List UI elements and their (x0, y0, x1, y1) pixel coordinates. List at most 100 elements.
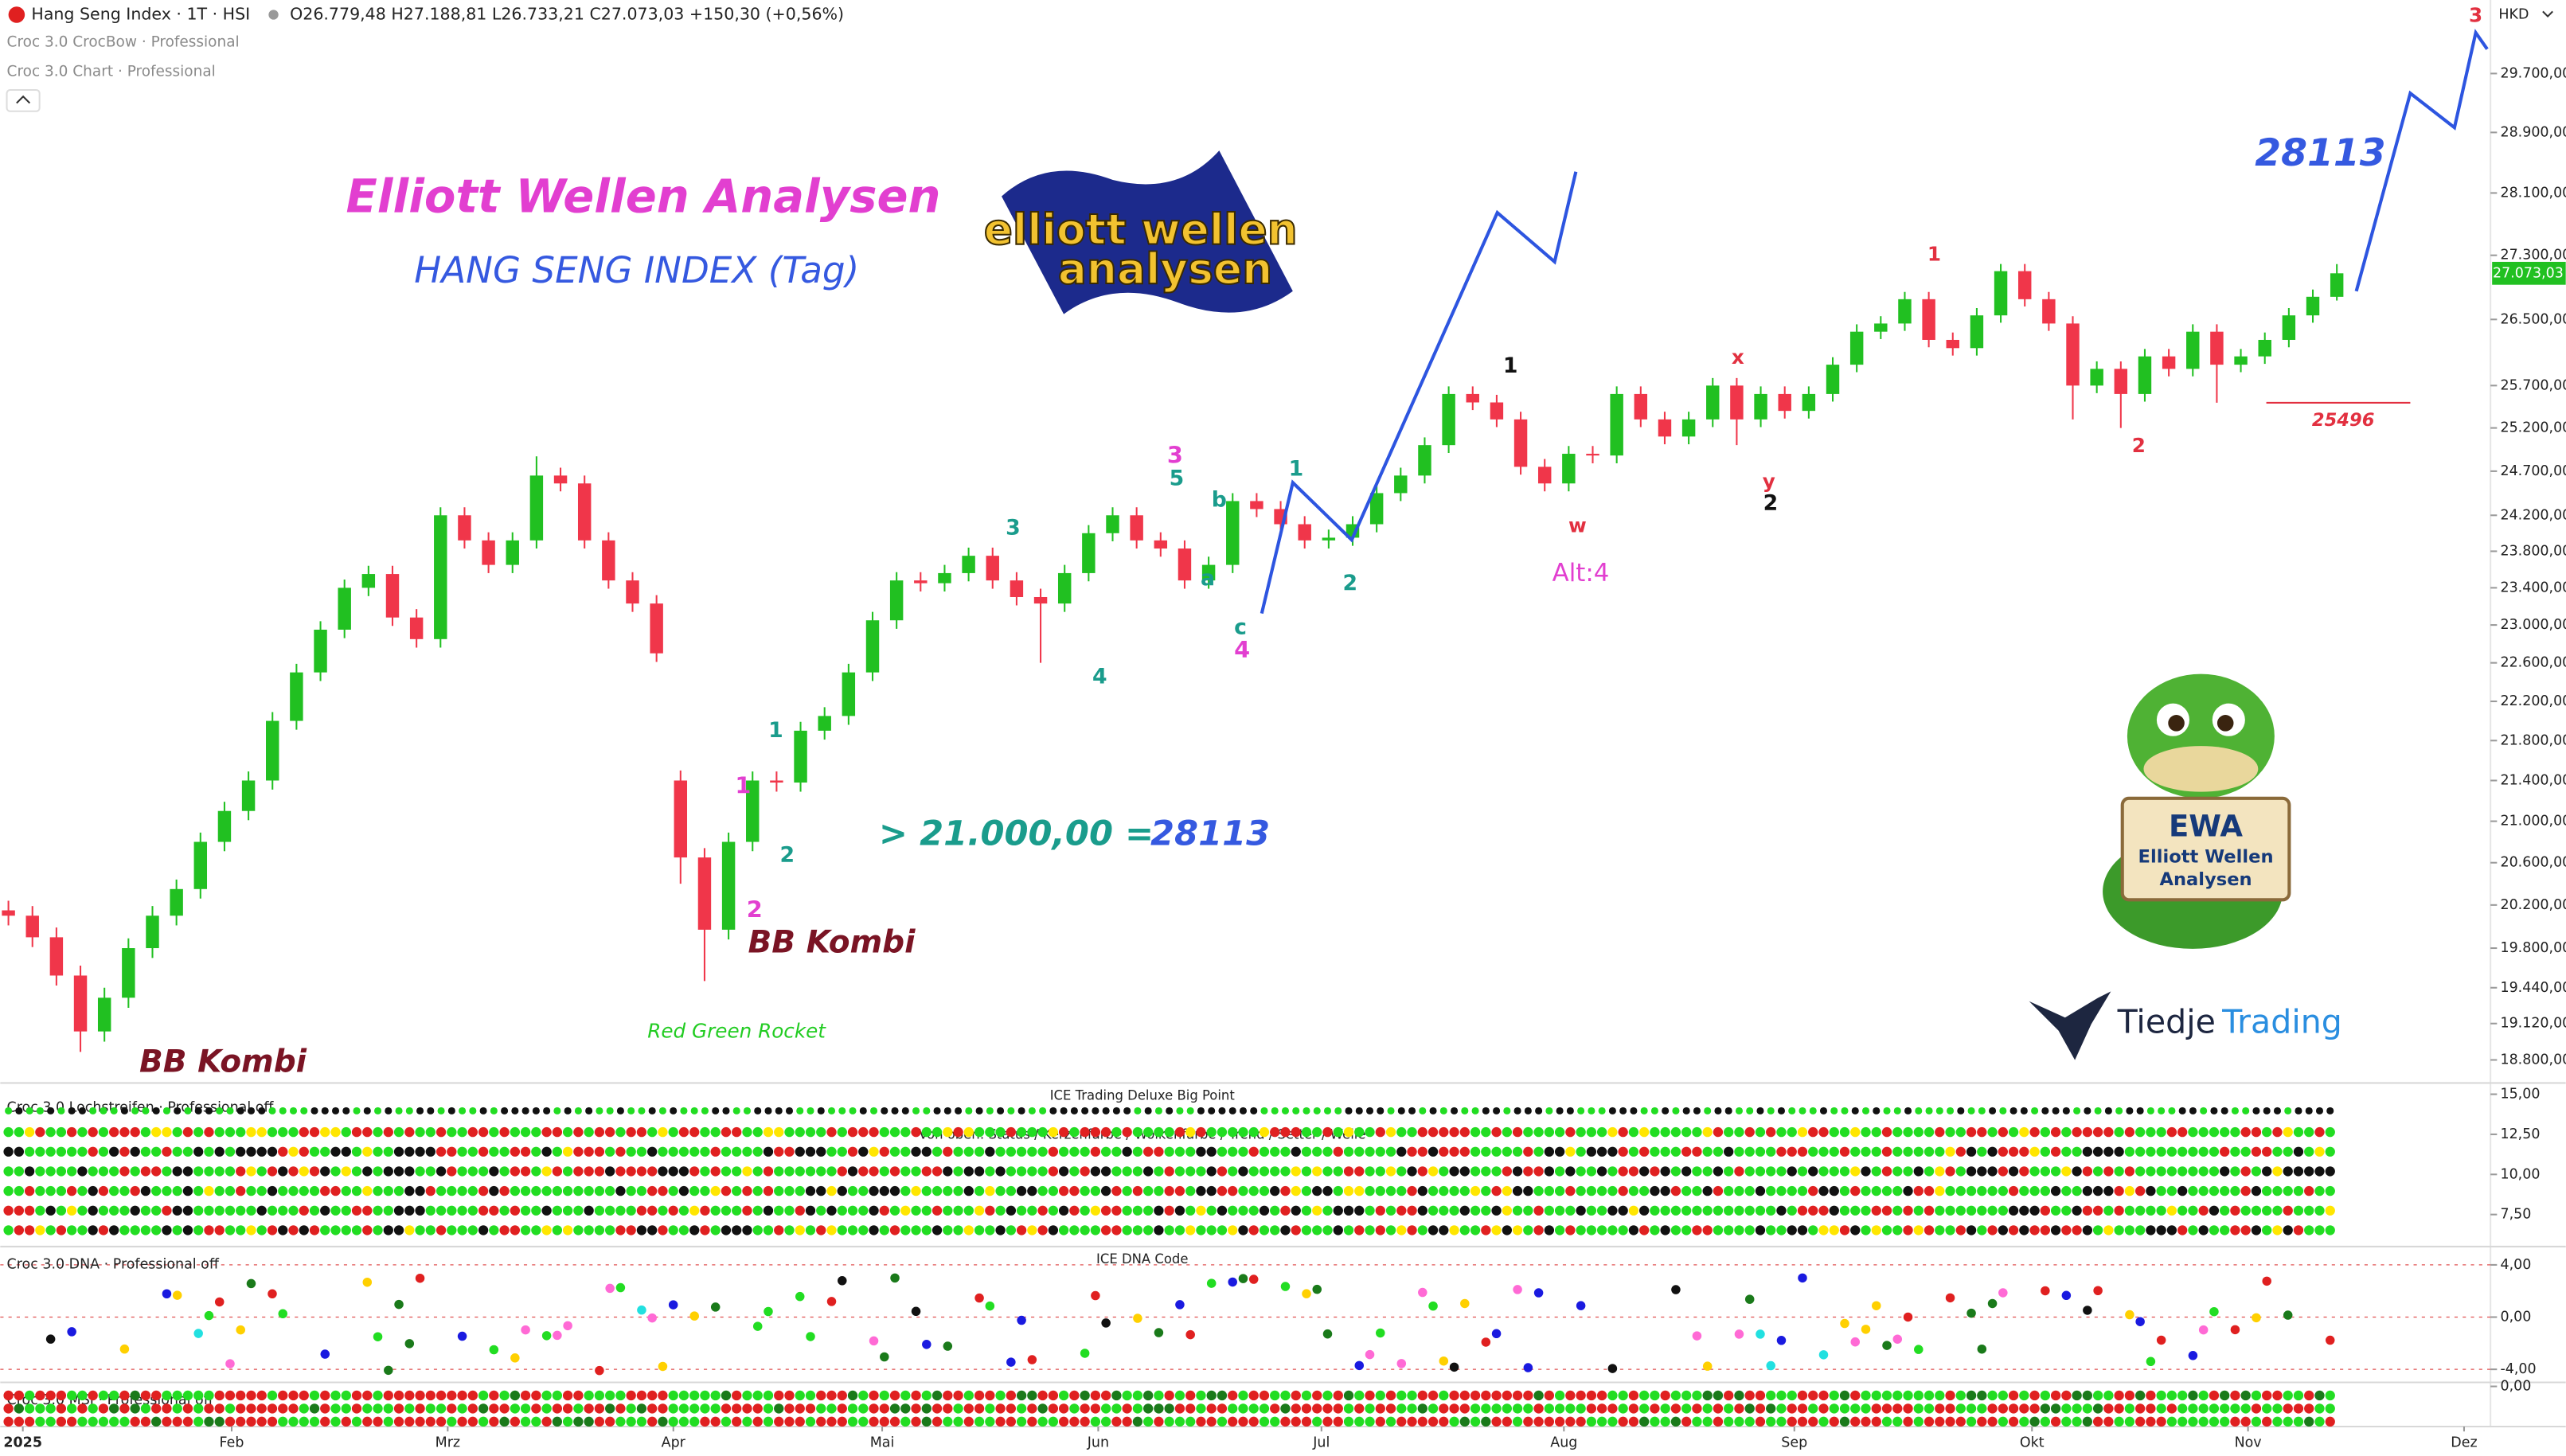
indicator-dot (385, 1107, 393, 1114)
indicator-dot (795, 1166, 805, 1177)
y-tick-label: 12,50 (2500, 1126, 2540, 1142)
indicator-dot (2209, 1205, 2220, 1216)
indicator-dot (806, 1332, 815, 1341)
indicator-dot (931, 1225, 943, 1235)
indicator-dot (943, 1185, 953, 1196)
indicator-dot (1429, 1107, 1437, 1114)
indicator-dot (826, 1297, 837, 1306)
indicator-dot (459, 1107, 467, 1114)
indicator-dot (2209, 1416, 2220, 1427)
indicator-dot (1470, 1146, 1481, 1157)
indicator-dot (1565, 1225, 1576, 1235)
indicator-dot (710, 1205, 721, 1216)
collapse-button[interactable] (6, 89, 41, 112)
indicator-dot (2041, 1107, 2049, 1114)
indicator-dot (1861, 1325, 1871, 1334)
candle-body (602, 540, 615, 581)
indicator-dot (594, 1416, 605, 1427)
indicator-dot (1744, 1403, 1755, 1414)
indicator-dot (2188, 1416, 2198, 1427)
candle-body (1898, 299, 1912, 324)
indicator-dot (2251, 1403, 2262, 1414)
candle-body (193, 841, 208, 889)
indicator-dot (1142, 1126, 1154, 1138)
indicator-dot (1375, 1390, 1385, 1401)
indicator-dot (1439, 1403, 1449, 1414)
indicator-label[interactable]: Croc 3.0 CrocBow · Professional (7, 33, 240, 50)
indicator-dot (1080, 1403, 1090, 1414)
symbol[interactable]: Hang Seng Index · 1T · HSI (31, 4, 250, 23)
indicator-dot (1871, 1126, 1881, 1138)
indicator-dot (1090, 1403, 1101, 1414)
panel-name[interactable]: Croc 3.0 Lochstreifen · Professional off (7, 1099, 275, 1115)
indicator-dot (647, 1185, 658, 1196)
indicator-dot (1924, 1205, 1935, 1216)
indicator-dot (1734, 1329, 1744, 1339)
indicator-dot (594, 1146, 605, 1157)
candle-body (986, 556, 999, 581)
indicator-dot (869, 1146, 879, 1157)
indicator-dot (1312, 1185, 1322, 1196)
indicator-dot (594, 1166, 605, 1177)
indicator-dot (1006, 1185, 1017, 1196)
indicator-dot (289, 1107, 298, 1114)
indicator-dot (1248, 1185, 1259, 1196)
indicator-dot (1841, 1107, 1849, 1114)
indicator-dot (2146, 1356, 2156, 1367)
indicator-dot (1396, 1225, 1407, 1235)
indicator-dot (1428, 1301, 1438, 1311)
indicator-dot (1016, 1205, 1027, 1216)
indicator-dot (1628, 1225, 1639, 1235)
candle-body (865, 620, 880, 673)
indicator-dot (1154, 1416, 1164, 1427)
candle-body (338, 587, 351, 630)
indicator-dot (1987, 1298, 1998, 1309)
indicator-dot (1544, 1403, 1555, 1414)
indicator-dot (2220, 1390, 2230, 1401)
indicator-label[interactable]: Croc 3.0 Chart · Professional (7, 63, 216, 80)
indicator-dot (1396, 1146, 1407, 1157)
indicator-dot (1459, 1185, 1470, 1196)
indicator-dot (415, 1185, 425, 1196)
indicator-dot (246, 1126, 256, 1138)
indicator-dot (1608, 1107, 1616, 1114)
indicator-dot (194, 1107, 202, 1114)
indicator-dot (256, 1416, 267, 1427)
indicator-dot (1998, 1390, 2008, 1401)
indicator-dot (1449, 1166, 1459, 1177)
currency-menu[interactable] (2542, 10, 2553, 18)
indicator-dot (2251, 1225, 2262, 1235)
indicator-dot (45, 1185, 56, 1196)
indicator-dot (1174, 1390, 1185, 1401)
indicator-dot (562, 1185, 573, 1196)
indicator-dot (2019, 1390, 2029, 1401)
indicator-dot (795, 1146, 805, 1157)
y-tick-label: 24.700,00 (2500, 463, 2566, 479)
indicator-dot (974, 1416, 985, 1427)
indicator-dot (14, 1416, 25, 1427)
indicator-dot (2240, 1403, 2251, 1414)
indicator-dot (584, 1416, 594, 1427)
indicator-dot (1808, 1416, 1818, 1427)
indicator-dot (2209, 1126, 2220, 1138)
indicator-dot (77, 1416, 88, 1427)
currency[interactable]: HKD (2498, 6, 2529, 22)
indicator-dot (869, 1336, 879, 1346)
indicator-dot (1787, 1185, 1797, 1196)
indicator-dot (1238, 1146, 1248, 1157)
indicator-dot (489, 1225, 499, 1235)
indicator-dot (1861, 1126, 1871, 1138)
indicator-dot (1818, 1416, 1829, 1427)
panel-name[interactable]: Croc 3.0 DNA · Professional off (7, 1257, 220, 1273)
indicator-dot (995, 1126, 1006, 1138)
indicator-dot (78, 1107, 86, 1114)
indicator-dot (1903, 1205, 1913, 1216)
indicator-dot (2029, 1166, 2040, 1177)
indicator-dot (2198, 1166, 2209, 1177)
indicator-dot (889, 1126, 900, 1138)
indicator-dot (1977, 1146, 1987, 1157)
indicator-dot (1217, 1403, 1228, 1414)
indicator-dot (2189, 1107, 2197, 1114)
indicator-dot (615, 1390, 626, 1401)
indicator-dot (1913, 1225, 1924, 1235)
